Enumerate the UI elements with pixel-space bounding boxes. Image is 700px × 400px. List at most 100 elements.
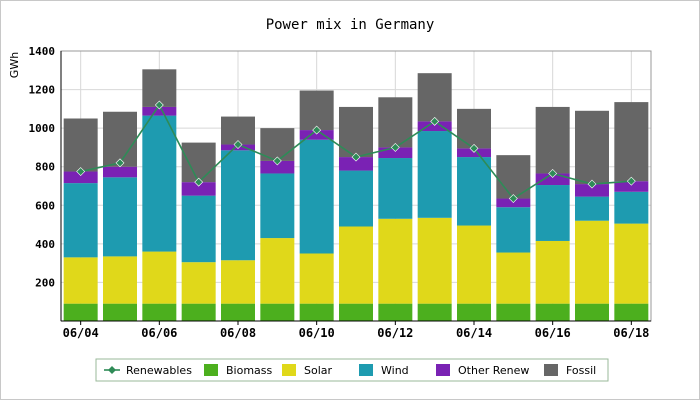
bar-wind	[299, 139, 334, 254]
bar-solar	[496, 252, 531, 304]
legend-label: Fossil	[566, 364, 596, 377]
bar-biomass	[457, 303, 491, 321]
x-tick-label: 06/08	[220, 326, 256, 340]
bar-biomass	[378, 303, 413, 321]
bar-other-renew	[575, 184, 609, 197]
renewables-point	[469, 143, 479, 153]
axes-layer: 200 400 600 800 1000 1200 1400 06/04 06/06 06/08 0…	[29, 45, 652, 340]
bar-biomass	[142, 303, 177, 321]
x-tick-label: 06/16	[535, 326, 571, 340]
legend-entry-other-renew: Other Renew	[436, 364, 529, 377]
legend-label: Wind	[381, 364, 409, 377]
x-tick-label: 06/14	[456, 326, 492, 340]
bar-other-renew	[103, 166, 137, 178]
legend-color-swatch	[282, 364, 296, 376]
bar-fossil	[457, 108, 491, 149]
x-tick-label: 06/12	[377, 326, 413, 340]
renewables-point	[587, 179, 597, 189]
x-tick-label: 06/06	[141, 326, 177, 340]
chart-title: Power mix in Germany	[266, 17, 435, 33]
renewables-point	[115, 158, 125, 168]
bar-biomass	[221, 303, 255, 321]
bar-solar	[614, 223, 649, 304]
renewables-point	[430, 116, 440, 126]
bar-biomass	[496, 303, 531, 321]
renewables-point	[272, 156, 282, 166]
line-layer	[76, 100, 636, 203]
y-tick-label: 1400	[29, 45, 56, 58]
legend-label: Biomass	[226, 364, 273, 377]
renewables-point	[312, 125, 322, 135]
bar-wind	[614, 191, 649, 224]
bar-solar	[260, 238, 295, 304]
legend: Renewables Biomass Solar Wind Other Renew Fos…	[95, 358, 609, 382]
bar-other-renew	[142, 106, 177, 116]
bar-fossil	[535, 106, 570, 174]
bar-solar	[181, 262, 216, 304]
bar-other-renew	[614, 181, 649, 192]
bar-fossil	[417, 73, 452, 122]
bar-solar	[63, 257, 98, 304]
bar-biomass	[535, 303, 570, 321]
bar-solar	[339, 226, 373, 304]
renewables-point	[76, 167, 86, 176]
bar-solar	[378, 218, 413, 304]
bar-fossil	[103, 111, 137, 167]
x-tick-label: 06/18	[613, 326, 649, 340]
bar-biomass	[260, 303, 295, 321]
renewables-point	[390, 143, 400, 152]
bar-wind	[417, 131, 452, 218]
renewables-point	[233, 140, 243, 149]
renewables-point	[548, 169, 558, 178]
renewables-point	[194, 177, 204, 187]
bar-other-renew	[181, 182, 216, 196]
y-tick-label: 1200	[29, 84, 56, 97]
bar-other-renew	[299, 130, 334, 140]
x-tick-label: 06/04	[63, 326, 99, 340]
bar-other-renew	[63, 171, 98, 184]
bar-biomass	[103, 303, 137, 321]
y-tick-label: 400	[35, 238, 55, 251]
bar-other-renew	[260, 160, 295, 174]
bar-fossil	[614, 102, 649, 182]
bar-biomass	[417, 303, 452, 321]
bar-wind	[535, 185, 570, 241]
bar-fossil	[496, 155, 531, 199]
bar-other-renew	[417, 121, 452, 132]
bar-wind	[339, 170, 373, 227]
y-tick-label: 1000	[29, 122, 56, 135]
bar-wind	[103, 177, 137, 257]
legend-entry-renewables: Renewables	[104, 364, 192, 377]
bar-other-renew	[378, 147, 413, 159]
legend-color-swatch	[359, 364, 373, 376]
bar-fossil	[63, 118, 98, 172]
y-axis-label: GWh	[8, 52, 21, 78]
bars-layer	[63, 69, 649, 321]
legend-entry-solar: Solar	[282, 364, 333, 377]
renewables-point	[508, 194, 518, 203]
bar-fossil	[181, 142, 216, 183]
renewables-point	[154, 100, 164, 110]
renewables-point	[626, 176, 636, 186]
legend-label: Other Renew	[458, 364, 529, 377]
bar-solar	[535, 240, 570, 304]
bar-fossil	[299, 90, 334, 131]
bar-solar	[221, 260, 255, 304]
y-tick-label: 200	[35, 276, 55, 289]
bar-biomass	[339, 303, 373, 321]
bar-solar	[142, 251, 177, 304]
bar-wind	[575, 196, 609, 221]
legend-label: Solar	[304, 364, 333, 377]
bar-biomass	[299, 303, 334, 321]
bar-fossil	[575, 110, 609, 185]
bar-solar	[457, 225, 491, 304]
bar-solar	[103, 256, 137, 304]
legend-entry-fossil: Fossil	[544, 364, 596, 377]
bar-wind	[142, 115, 177, 252]
bar-biomass	[181, 303, 216, 321]
bar-wind	[63, 183, 98, 258]
legend-entry-wind: Wind	[359, 364, 409, 377]
bar-other-renew	[339, 157, 373, 171]
